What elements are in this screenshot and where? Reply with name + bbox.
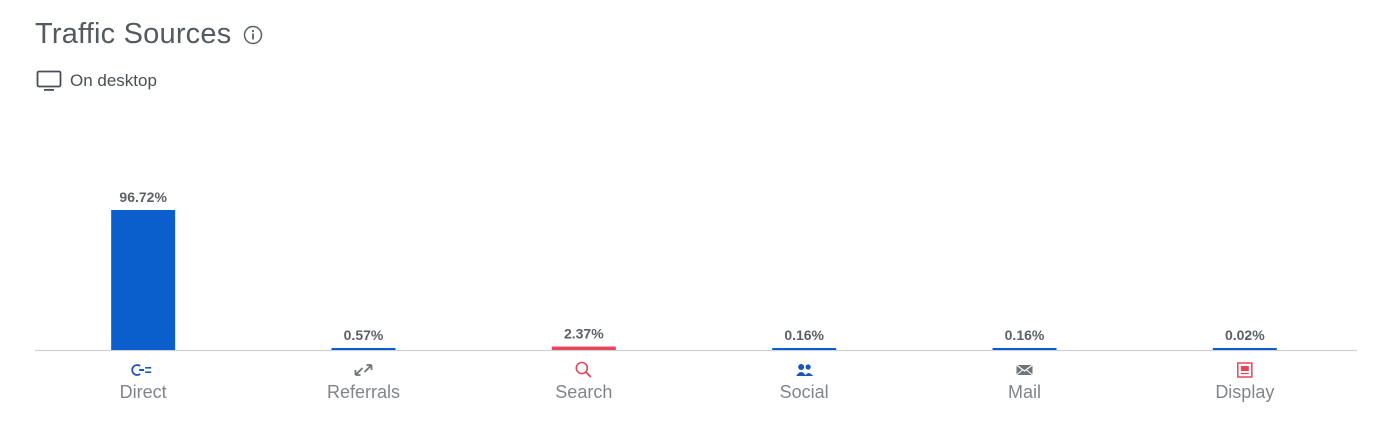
category-label-search[interactable]: Search — [555, 382, 612, 402]
bar-social[interactable] — [772, 348, 837, 350]
direct-icon — [131, 364, 152, 376]
social-icon — [796, 364, 814, 376]
referrals-icon — [354, 364, 373, 376]
bar-search[interactable] — [551, 346, 616, 350]
category-label-social[interactable]: Social — [780, 382, 829, 402]
bar-mail[interactable] — [992, 348, 1057, 350]
value-label-referrals: 0.57% — [344, 327, 384, 343]
bar-display[interactable] — [1212, 348, 1277, 350]
bar-referrals[interactable] — [331, 348, 396, 350]
mail-icon — [1016, 364, 1033, 376]
value-label-social: 0.16% — [784, 327, 824, 343]
category-label-direct[interactable]: Direct — [120, 382, 167, 402]
bar-direct[interactable] — [111, 210, 176, 350]
value-label-display: 0.02% — [1225, 327, 1265, 343]
category-label-display[interactable]: Display — [1215, 382, 1274, 402]
page-title: Traffic Sources — [35, 18, 232, 50]
display-icon — [1237, 362, 1253, 378]
value-label-direct: 96.72% — [119, 189, 167, 205]
title-row: Traffic Sources — [35, 18, 263, 51]
info-icon[interactable] — [243, 25, 263, 45]
subtitle: On desktop — [70, 71, 157, 90]
value-label-mail: 0.16% — [1005, 327, 1045, 343]
value-label-search: 2.37% — [564, 326, 604, 342]
desktop-icon — [36, 70, 62, 92]
category-label-referrals[interactable]: Referrals — [327, 382, 400, 402]
search-icon — [575, 361, 592, 378]
subtitle-row: On desktop — [36, 70, 157, 92]
category-label-mail[interactable]: Mail — [1008, 382, 1041, 402]
